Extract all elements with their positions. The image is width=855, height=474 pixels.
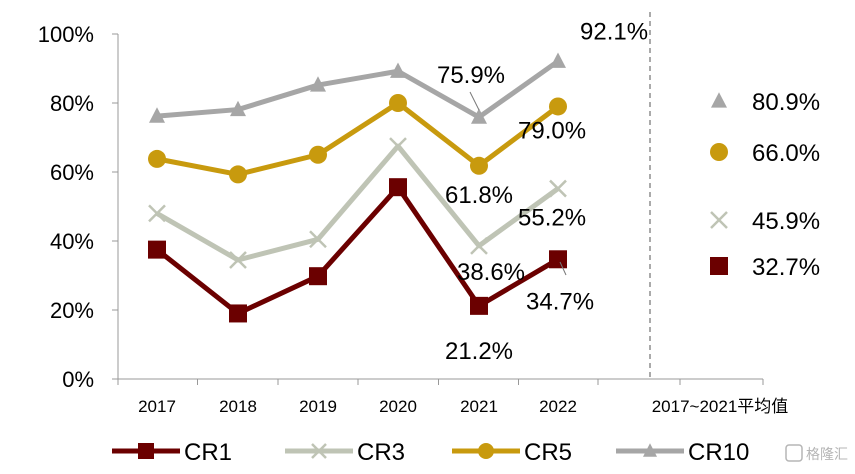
data-point-cr10 [149,107,165,123]
average-marker-cr10 [711,92,727,108]
data-point-cr10 [471,108,487,124]
data-label-cr1: 21.2% [445,338,513,365]
x-tick-label: 2020 [379,397,417,416]
y-tick-label: 20% [50,298,94,323]
data-label-cr10: 92.1% [580,18,648,45]
average-label-cr3: 45.9% [752,208,820,235]
data-label-cr3: 38.6% [457,259,525,286]
average-label-cr10: 80.9% [752,89,820,116]
data-point-cr1 [309,267,327,286]
legend-label-cr10: CR10 [688,439,749,466]
average-marker-cr5 [710,143,728,161]
data-point-cr1 [148,240,166,259]
axes: 0% 20% 40% 60% 80% 100% 2017 2018 2019 2020 2021 20… [38,12,789,416]
legend-marker-cr5 [478,443,494,459]
data-point-cr3 [470,236,488,255]
legend-label-cr3: CR3 [357,439,405,466]
average-marker-cr3 [710,211,728,229]
leader-line [469,91,480,111]
data-point-cr5 [470,156,488,175]
data-point-cr10 [310,76,326,92]
data-label-cr5: 61.8% [445,182,513,209]
data-point-cr1 [229,304,247,323]
average-marker-cr1 [710,257,728,275]
data-point-cr3 [549,179,567,198]
series-lines [155,59,560,316]
legend-label-cr1: CR1 [184,439,232,466]
data-point-cr1 [389,178,407,197]
data-point-cr5 [229,165,247,184]
x-tick-label: 2021 [460,397,498,416]
data-point-cr3 [309,230,327,249]
series-line-cr5 [156,100,560,177]
legend-marker-cr3 [311,443,327,459]
data-point-cr5 [389,94,407,112]
series-line-cr1 [155,184,560,316]
leader-line [559,261,567,276]
data-labels: 92.1% 75.9% 79.0% 61.8%55.2% 38.6%34.7% 21.2% [437,18,648,365]
watermark-logo-icon [785,444,803,462]
data-point-cr10 [390,62,406,78]
legend: CR1 CR3 CR5 CR10 [112,439,749,466]
data-point-cr3 [389,137,407,156]
data-point-cr3 [148,204,166,223]
watermark: 格隆汇 [785,444,848,462]
legend-marker-cr10 [643,443,657,457]
data-point-cr10 [550,52,566,68]
y-tick-label: 60% [50,160,94,185]
y-tick-label: 40% [50,229,94,254]
x-tick-label: 2018 [219,397,257,416]
x-tick-label-average: 2017~2021平均值 [652,397,789,416]
legend-label-cr5: CR5 [524,439,572,466]
y-tick-label: 0% [62,367,94,392]
data-point-cr5 [549,97,567,116]
data-point-cr1 [549,250,567,269]
series-line-cr3 [155,143,560,263]
average-label-cr1: 32.7% [752,254,820,281]
y-tick-label: 100% [38,22,94,47]
data-point-cr5 [148,149,166,168]
y-tick-label: 80% [50,91,94,116]
data-label-cr3: 55.2% [518,205,586,232]
data-point-cr5 [309,145,327,164]
data-point-cr1 [470,296,488,315]
data-point-cr3 [229,251,247,269]
data-label-cr10: 75.9% [437,62,505,89]
average-label-cr5: 66.0% [752,140,820,167]
average-panel: 32.7% 45.9% 66.0% 80.9% [710,89,820,281]
x-tick-label: 2022 [539,397,577,416]
data-label-cr1: 34.7% [526,288,594,315]
watermark-text: 格隆汇 [806,446,848,462]
x-tick-label: 2019 [299,397,337,416]
legend-marker-cr1 [138,443,154,459]
series-markers [148,52,567,323]
data-point-cr10 [230,100,246,117]
data-label-cr5: 79.0% [518,117,586,144]
x-tick-label: 2017 [138,397,176,416]
series-line-cr10 [156,59,560,120]
